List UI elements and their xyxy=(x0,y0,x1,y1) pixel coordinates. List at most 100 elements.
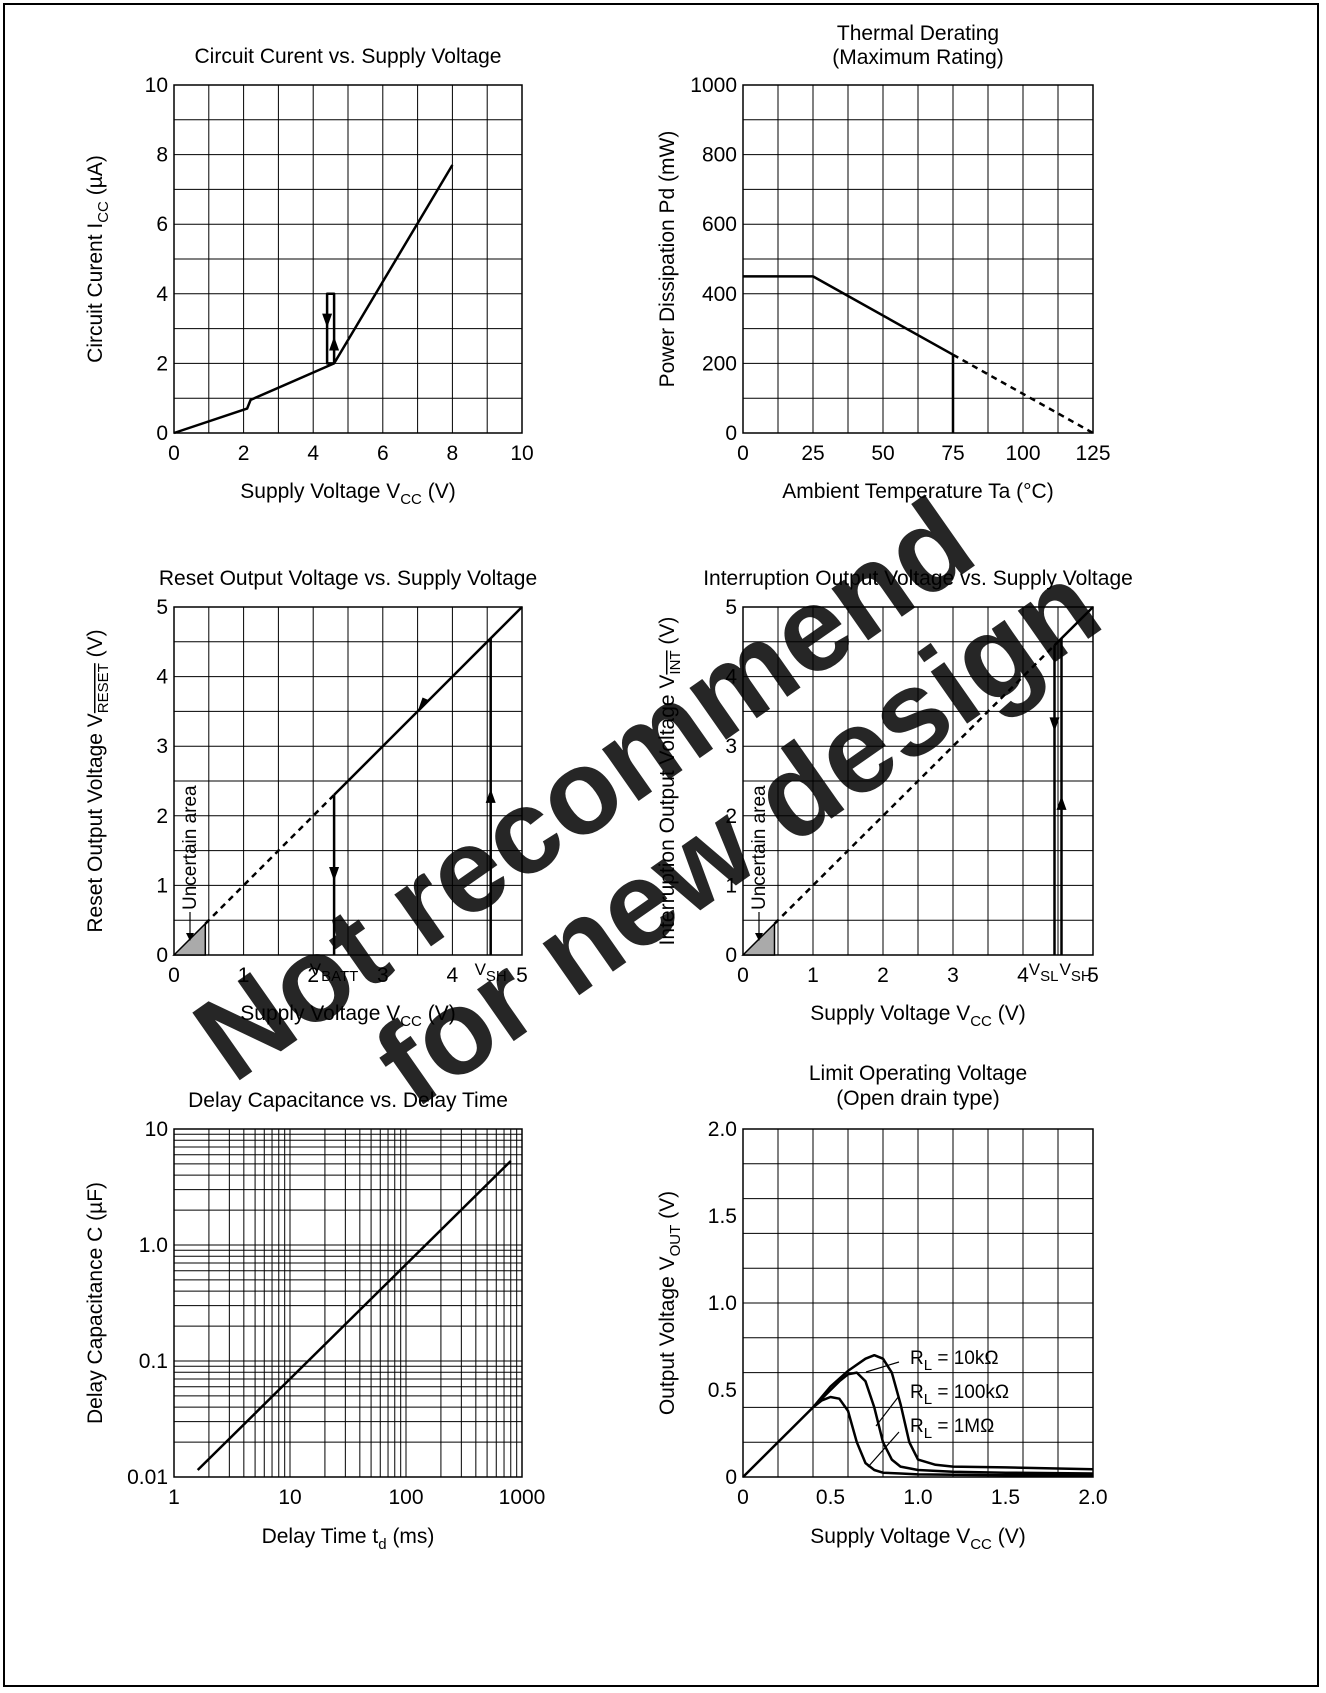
y-tick-label: 1 xyxy=(156,874,168,897)
x-tick-label: 1.0 xyxy=(903,1486,932,1509)
y-tick-label: 600 xyxy=(702,213,737,236)
y-tick-label: 8 xyxy=(156,144,168,167)
x-axis-label: Supply Voltage VCC (V) xyxy=(240,480,455,508)
chart-title: Interruption Output Voltage vs. Supply V… xyxy=(703,567,1133,590)
y-tick-label: 0 xyxy=(156,422,168,445)
plot-frame xyxy=(173,84,523,434)
direction-arrow xyxy=(329,866,340,881)
x-tick-label: 0 xyxy=(168,964,180,987)
series-legend-label: RL = 100kΩ xyxy=(910,1382,1009,1408)
x-tick-label: 75 xyxy=(941,442,964,465)
legend-leader-line xyxy=(867,1431,900,1468)
y-tick-label: 10 xyxy=(145,74,168,97)
x-tick-label: 2.0 xyxy=(1078,1486,1107,1509)
y-tick-label: 5 xyxy=(725,596,737,619)
chart-title: (Open drain type) xyxy=(836,1087,999,1110)
x-tick-label: 2 xyxy=(877,964,889,987)
y-axis-label: Reset Output Voltage VRESET (V) xyxy=(84,629,112,932)
y-tick-label: 2.0 xyxy=(708,1118,737,1141)
series-line-1 xyxy=(812,1371,1094,1475)
y-tick-label: 0 xyxy=(725,1466,737,1489)
y-tick-label: 3 xyxy=(725,735,737,758)
x-axis-label: Supply Voltage VCC (V) xyxy=(810,1002,1025,1030)
chart-title: Reset Output Voltage vs. Supply Voltage xyxy=(159,567,537,590)
y-tick-label: 1.0 xyxy=(708,1292,737,1315)
x-tick-label: 1 xyxy=(238,964,250,987)
x-tick-label: 4 xyxy=(447,964,459,987)
x-tick-label: 1000 xyxy=(499,1486,546,1509)
y-axis-label: Power Dissipation Pd (mW) xyxy=(656,131,679,388)
series-legend-label: RL = 1MΩ xyxy=(910,1416,994,1442)
y-tick-label: 800 xyxy=(702,144,737,167)
series-legend-label: RL = 10kΩ xyxy=(910,1348,999,1374)
direction-arrow xyxy=(1049,717,1060,732)
series-line-2 xyxy=(812,1395,1093,1477)
grid xyxy=(174,607,522,955)
chart-title: (Maximum Rating) xyxy=(832,46,1004,69)
threshold-label: VSH xyxy=(475,960,507,985)
series-line-0 xyxy=(173,164,454,435)
grid xyxy=(743,85,1093,433)
x-axis-label: Delay Time td (ms) xyxy=(262,1525,435,1553)
y-tick-label: 2 xyxy=(725,805,737,828)
x-tick-label: 4 xyxy=(1017,964,1029,987)
threshold-label: VSH xyxy=(1060,960,1092,985)
uncertain-area-label: Uncertain area xyxy=(180,785,201,910)
chart-title: Thermal Derating xyxy=(837,22,999,45)
y-tick-label: 0 xyxy=(156,944,168,967)
x-tick-label: 10 xyxy=(278,1486,301,1509)
y-tick-label: 1.5 xyxy=(708,1205,737,1228)
chart-title: Limit Operating Voltage xyxy=(809,1062,1027,1085)
legend-leader-line xyxy=(865,1361,900,1373)
y-tick-label: 4 xyxy=(156,283,168,306)
direction-arrow xyxy=(485,788,496,803)
x-tick-label: 0 xyxy=(168,442,180,465)
grid xyxy=(743,607,1093,955)
x-tick-label: 2 xyxy=(238,442,250,465)
x-tick-label: 10 xyxy=(510,442,533,465)
plot-frame xyxy=(742,84,1094,434)
uncertain-pointer-head xyxy=(755,933,763,941)
plot-frame xyxy=(742,606,1094,956)
y-tick-label: 4 xyxy=(725,666,737,689)
threshold-label: VSL xyxy=(1029,960,1059,985)
uncertain-pointer-head xyxy=(186,933,194,941)
x-tick-label: 1.5 xyxy=(991,1486,1020,1509)
direction-arrow xyxy=(322,313,333,328)
page-frame xyxy=(3,3,1319,1687)
x-tick-label: 3 xyxy=(377,964,389,987)
chart-title: Delay Capacitance vs. Delay Time xyxy=(188,1089,508,1112)
x-tick-label: 50 xyxy=(871,442,894,465)
series-line-0 xyxy=(743,275,954,356)
y-axis-label: Interruption Output Voltage VINT (V) xyxy=(656,617,684,946)
grid xyxy=(743,1129,1093,1477)
x-tick-label: 100 xyxy=(388,1486,423,1509)
x-tick-label: 8 xyxy=(447,442,459,465)
y-tick-label: 400 xyxy=(702,283,737,306)
x-tick-label: 125 xyxy=(1075,442,1110,465)
threshold-label: VBATT xyxy=(310,960,359,985)
y-tick-label: 5 xyxy=(156,596,168,619)
x-tick-label: 3 xyxy=(947,964,959,987)
direction-arrow xyxy=(329,336,340,351)
x-tick-label: 2 xyxy=(307,964,319,987)
y-tick-label: 1 xyxy=(725,874,737,897)
y-tick-label: 0.5 xyxy=(708,1379,737,1402)
y-tick-label: 2 xyxy=(156,352,168,375)
x-tick-label: 5 xyxy=(516,964,528,987)
y-tick-label: 1000 xyxy=(690,74,737,97)
series-line-1 xyxy=(952,353,1094,435)
y-tick-label: 0.01 xyxy=(127,1466,168,1489)
chart-c6: Limit Operating Voltage(Open drain type)… xyxy=(656,1062,1108,1553)
y-tick-label: 1.0 xyxy=(139,1234,168,1257)
x-tick-label: 0 xyxy=(737,1486,749,1509)
x-tick-label: 6 xyxy=(377,442,389,465)
x-tick-label: 0.5 xyxy=(816,1486,845,1509)
direction-arrow xyxy=(417,697,430,712)
x-tick-label: 0 xyxy=(737,442,749,465)
plot-frame xyxy=(742,1128,1094,1478)
x-tick-label: 5 xyxy=(1087,964,1099,987)
chart-c4: Interruption Output Voltage vs. Supply V… xyxy=(656,567,1133,1030)
direction-arrow xyxy=(1056,795,1067,810)
